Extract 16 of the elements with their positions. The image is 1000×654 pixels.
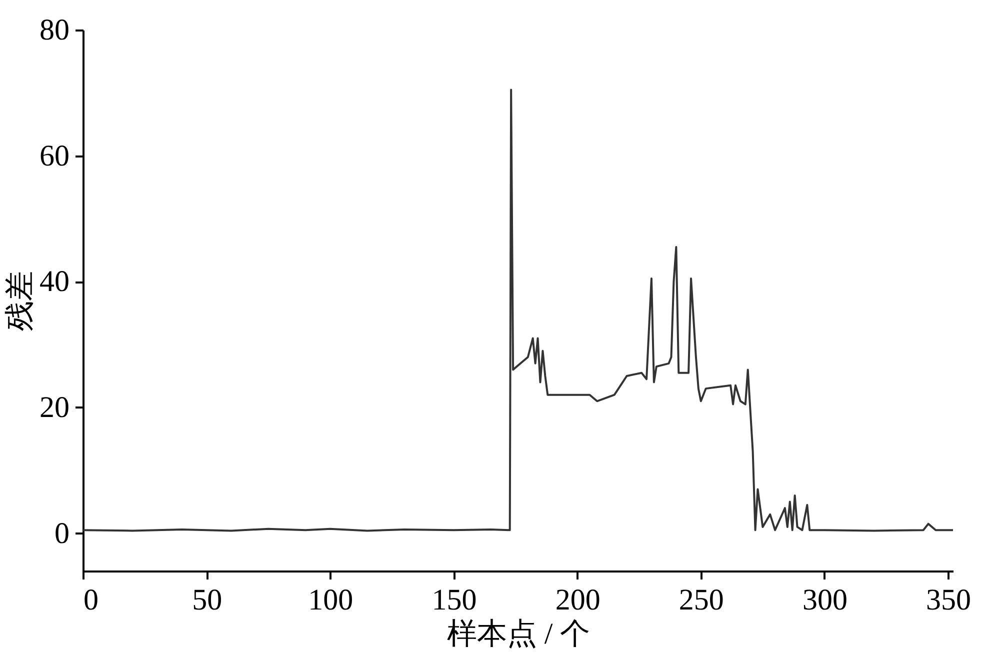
x-tick-label: 0 — [84, 584, 98, 616]
x-tick-label: 150 — [432, 584, 477, 616]
y-tick-label: 40 — [40, 265, 70, 298]
x-axis-title: 样本点 / 个 — [446, 618, 590, 650]
x-tick-label: 100 — [308, 584, 354, 616]
y-tick-label: 60 — [40, 139, 70, 172]
x-tick-label: 200 — [555, 584, 600, 616]
y-tick-label: 80 — [40, 14, 70, 46]
y-axis-title: 残差 — [4, 271, 36, 331]
x-tick-label: 50 — [192, 584, 222, 616]
y-tick-label: 0 — [54, 516, 70, 550]
x-tick-label: 350 — [926, 584, 972, 616]
x-tick-label: 250 — [678, 584, 724, 616]
y-tick-label: 20 — [40, 390, 70, 424]
line-series — [83, 88, 953, 532]
x-tick-label: 300 — [802, 584, 848, 616]
